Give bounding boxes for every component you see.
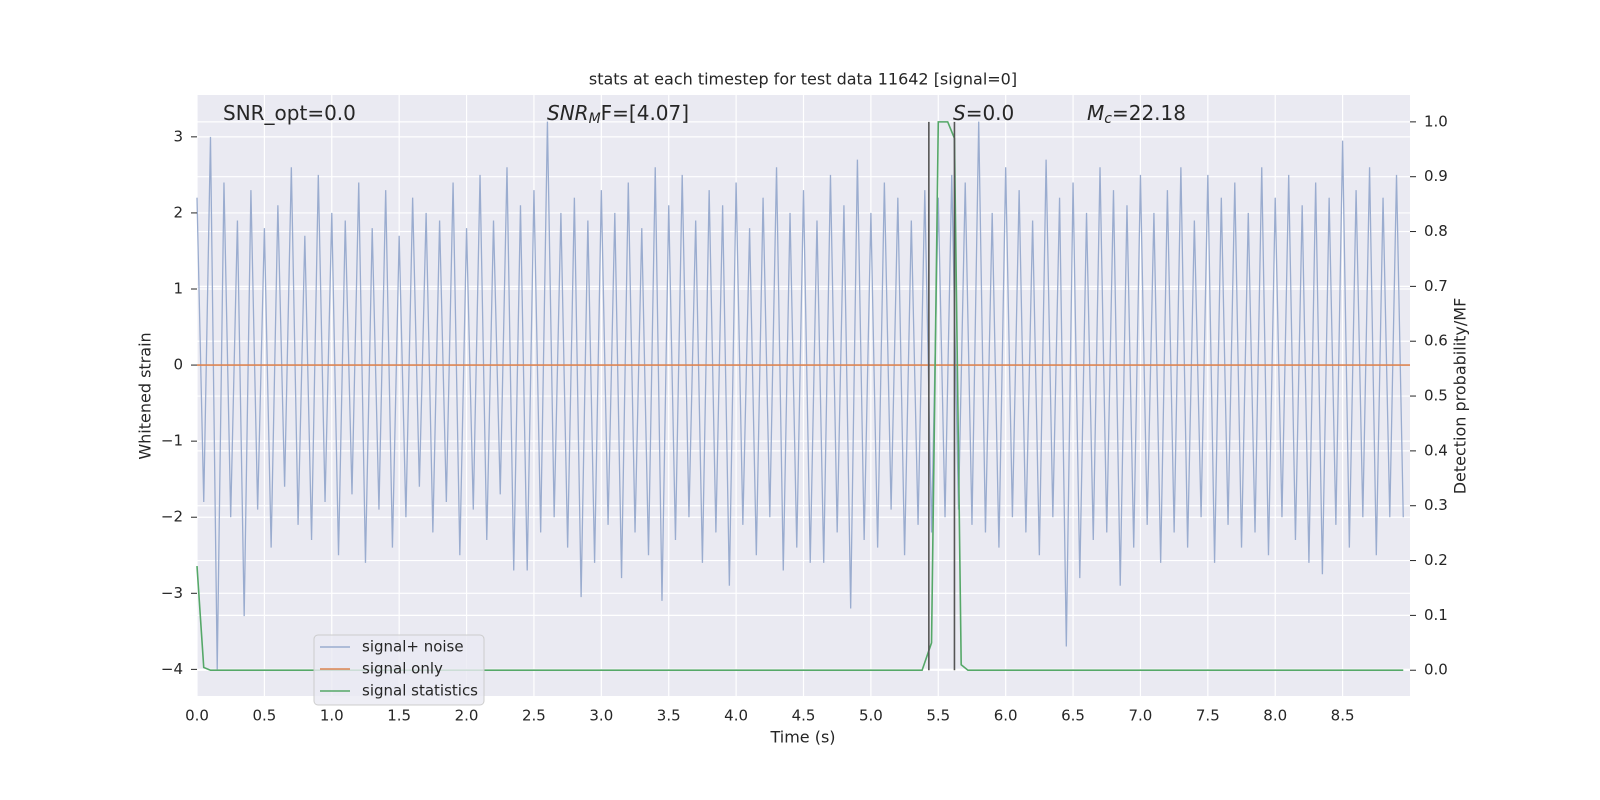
legend-box bbox=[313, 634, 485, 706]
x-tick-label: 4.0 bbox=[724, 707, 748, 725]
legend-label: signal only bbox=[362, 660, 443, 678]
y2-tick-label: 0.2 bbox=[1424, 551, 1448, 569]
annotation-text: M bbox=[1087, 101, 1104, 125]
x-tick-label: 4.5 bbox=[792, 707, 816, 725]
y-tick-label: 2 bbox=[173, 203, 183, 221]
legend: signal+ noise signal only signal statistic… bbox=[313, 634, 485, 706]
x-tick-label: 8.5 bbox=[1331, 707, 1355, 725]
series-line bbox=[196, 121, 1404, 670]
annotation: SNR_opt=0.0 bbox=[223, 101, 356, 125]
x-tick-label: 6.5 bbox=[1061, 707, 1085, 725]
annotation: Mc=22.18 bbox=[1087, 101, 1186, 128]
annotation-rest: =22.18 bbox=[1112, 101, 1186, 125]
y2-tick-label: 0.1 bbox=[1424, 606, 1448, 624]
annotation: S=0.0 bbox=[953, 101, 1014, 125]
x-tick-label: 5.0 bbox=[859, 707, 883, 725]
y2-tick-label: 0.5 bbox=[1424, 387, 1448, 405]
annotation-sub: M bbox=[589, 111, 601, 127]
y2-tick-label: 0.4 bbox=[1424, 441, 1448, 459]
y-tick-label: −1 bbox=[161, 432, 183, 450]
y2-tick-label: 0.0 bbox=[1424, 661, 1448, 679]
y-tick-label: −3 bbox=[161, 584, 183, 602]
series-line bbox=[196, 121, 1404, 672]
x-axis-label: Time (s) bbox=[769, 728, 835, 747]
x-tick-label: 0.0 bbox=[185, 707, 209, 725]
annotation-sub: c bbox=[1104, 111, 1112, 127]
y-tick-label: −4 bbox=[161, 660, 183, 678]
x-tick-label: 7.0 bbox=[1129, 707, 1153, 725]
y2-tick-label: 1.0 bbox=[1424, 112, 1448, 130]
legend-label: signal+ noise bbox=[362, 638, 464, 656]
x-tick-label: 3.5 bbox=[657, 707, 681, 725]
annotation: SNRMF=[4.07] bbox=[547, 101, 689, 128]
x-tick-label: 7.5 bbox=[1196, 707, 1220, 725]
y-axis-label: Whitened strain bbox=[136, 332, 155, 459]
x-tick-label: 1.0 bbox=[320, 707, 344, 725]
x-tick-label: 1.5 bbox=[387, 707, 411, 725]
x-tick-label: 3.0 bbox=[589, 707, 613, 725]
x-tick-label: 8.0 bbox=[1263, 707, 1287, 725]
y-tick-label: 0 bbox=[173, 356, 183, 374]
y-tick-label: −2 bbox=[161, 508, 183, 526]
annotation-rest: =0.0 bbox=[966, 101, 1015, 125]
y2-tick-label: 0.9 bbox=[1424, 167, 1448, 185]
legend-label: signal statistics bbox=[362, 682, 478, 700]
y-tick-label: 3 bbox=[173, 127, 183, 145]
annotation-text: SNR_opt=0.0 bbox=[223, 101, 356, 125]
y2-tick-label: 0.3 bbox=[1424, 496, 1448, 514]
x-tick-label: 2.5 bbox=[522, 707, 546, 725]
chart-title: stats at each timestep for test data 116… bbox=[589, 70, 1017, 89]
y2-tick-label: 0.7 bbox=[1424, 277, 1448, 295]
y-tick-label: 1 bbox=[173, 279, 183, 297]
annotation-text: S bbox=[953, 101, 966, 125]
y2-tick-label: 0.8 bbox=[1424, 222, 1448, 240]
x-tick-label: 5.5 bbox=[926, 707, 950, 725]
x-tick-label: 0.5 bbox=[252, 707, 276, 725]
y2-axis-label: Detection probability/MF bbox=[1451, 298, 1470, 495]
x-tick-label: 6.0 bbox=[994, 707, 1018, 725]
annotation-text: SNR bbox=[547, 101, 589, 125]
x-tick-label: 2.0 bbox=[455, 707, 479, 725]
annotation-rest: F=[4.07] bbox=[601, 101, 689, 125]
y2-tick-label: 0.6 bbox=[1424, 332, 1448, 350]
